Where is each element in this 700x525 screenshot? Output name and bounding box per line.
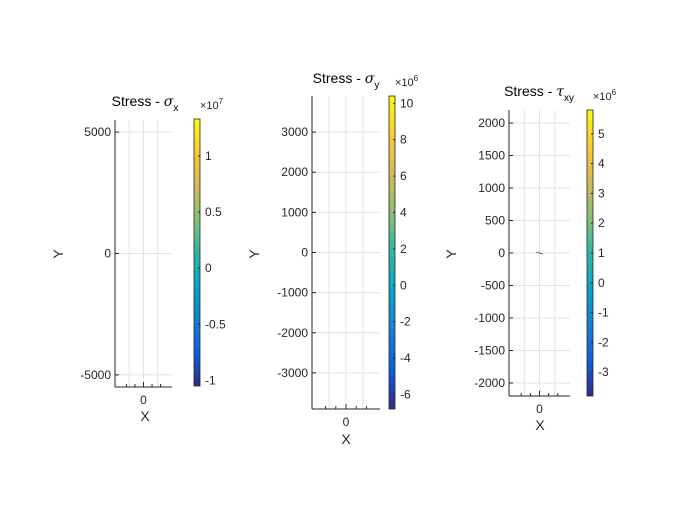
y-tick-label: -1500 — [474, 344, 505, 358]
colorbar-tick-label: 5 — [598, 127, 605, 141]
plot-title: Stress - σy — [313, 70, 380, 91]
data-mark — [536, 251, 543, 255]
colorbar-multiplier: ×106 — [395, 74, 419, 89]
colorbar-tick-label: -2 — [400, 315, 411, 329]
y-tick-label: -3000 — [277, 366, 308, 380]
stress-plot-2: -3000 -2000 -1000 0 1000 2000 3000 0 X Y Stress - … — [246, 70, 419, 447]
colorbar-tick-label: -1 — [205, 373, 216, 387]
plot-title: Stress - τxy — [504, 83, 574, 104]
y-tick-label: -2000 — [277, 326, 308, 340]
colorbar-tick-label: 0 — [598, 276, 605, 290]
x-tick-label: 0 — [343, 415, 350, 429]
y-tick-label: 1500 — [478, 149, 505, 163]
colorbar-tick-label: 0 — [205, 261, 212, 275]
colorbar-tick-label: -6 — [400, 387, 411, 401]
colorbar-tick-label: -1 — [598, 306, 609, 320]
y-tick-label: 1000 — [281, 205, 308, 219]
x-axis-label: X — [535, 417, 545, 433]
grid — [115, 120, 172, 387]
y-axis-label: Y — [443, 249, 459, 259]
colorbar-tick-label: 0.5 — [205, 205, 222, 219]
colorbar-multiplier: ×107 — [200, 97, 224, 112]
colorbar-tick-label: 0 — [400, 278, 407, 292]
x-axis-label: X — [140, 408, 150, 424]
y-tick-label: 0 — [104, 247, 111, 261]
colorbar-gradient — [193, 118, 201, 387]
plot-title: Stress - σx — [112, 93, 179, 114]
y-axis-label: Y — [50, 249, 66, 259]
colorbar-tick-label: 1 — [205, 149, 212, 163]
y-tick-label: 3000 — [281, 125, 308, 139]
grid — [312, 96, 380, 409]
colorbar-tick-label: 3 — [598, 186, 605, 200]
colorbar-multiplier: ×106 — [593, 88, 617, 103]
colorbar-tick-label: 4 — [598, 157, 605, 171]
colorbar-tick-label: -4 — [400, 351, 411, 365]
colorbar-tick-label: 6 — [400, 169, 407, 183]
colorbar: -1 -0.5 0 0.5 1 ×107 — [193, 97, 226, 387]
x-tick-label: 0 — [536, 402, 543, 416]
y-tick-label: 500 — [485, 214, 505, 228]
colorbar-tick-label: 4 — [400, 205, 407, 219]
colorbar-tick-label: 8 — [400, 133, 407, 147]
colorbar-tick-label: 10 — [400, 96, 414, 110]
y-tick-label: 5000 — [84, 125, 111, 139]
colorbar: -6 -4 -2 0 2 4 6 8 10 ×106 — [388, 74, 419, 410]
y-tick-label: 2000 — [281, 165, 308, 179]
y-tick-label: -500 — [481, 279, 505, 293]
y-tick-label: -1000 — [474, 311, 505, 325]
y-tick-label: 1000 — [478, 181, 505, 195]
colorbar-tick-label: -2 — [598, 335, 609, 349]
y-tick-label: -1000 — [277, 286, 308, 300]
y-tick-label: 0 — [301, 246, 308, 260]
y-axis-label: Y — [246, 249, 262, 259]
colorbar-tick-label: 1 — [598, 246, 605, 260]
y-tick-label: 2000 — [478, 116, 505, 130]
y-tick-label: -2000 — [474, 376, 505, 390]
colorbar-tick-label: 2 — [598, 216, 605, 230]
x-tick-label: 0 — [140, 393, 147, 407]
colorbar: -3 -2 -1 0 1 2 3 4 5 ×106 — [586, 88, 617, 397]
y-tick-label: 0 — [498, 246, 505, 260]
x-axis-label: X — [341, 431, 351, 447]
y-tick-label: -5000 — [80, 368, 111, 382]
colorbar-tick-label: -3 — [598, 365, 609, 379]
colorbar-tick-label: -0.5 — [205, 317, 226, 331]
colorbar-tick-label: 2 — [400, 242, 407, 256]
colorbar-gradient — [388, 95, 396, 410]
stress-plot-3: -2000-1500-1000-50005001000150020000XYSt… — [443, 83, 617, 433]
